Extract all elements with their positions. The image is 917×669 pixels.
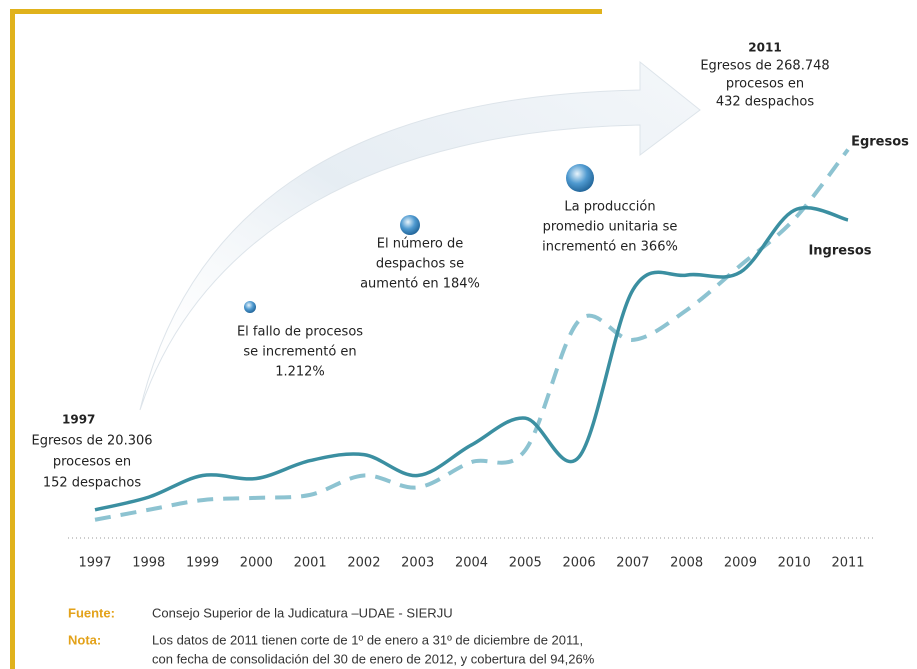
annotation-text: incrementó en 366% — [542, 240, 678, 255]
annotation-text: Egresos de 20.306 — [31, 434, 152, 449]
growth-arrow — [139, 60, 701, 411]
bubble — [244, 301, 256, 313]
frame-top — [10, 9, 602, 14]
x-tick-label: 2003 — [401, 556, 434, 571]
annotation-text: 1.212% — [275, 365, 325, 380]
note-text: Los datos de 2011 tienen corte de 1º de … — [152, 632, 583, 647]
annotation-text: procesos en — [53, 455, 131, 470]
x-tick-label: 1997 — [78, 556, 111, 571]
annotation-text: El número de — [377, 237, 464, 252]
bubble — [400, 215, 420, 235]
series-line — [94, 148, 850, 522]
x-tick-label: 2002 — [347, 556, 380, 571]
x-tick-label: 2011 — [831, 556, 864, 571]
source-label: Fuente: — [68, 605, 115, 620]
bubble — [566, 164, 594, 192]
annotation-title: 1997 — [62, 413, 95, 427]
annotation-text: procesos en — [726, 77, 804, 92]
x-tick-label: 2005 — [509, 556, 542, 571]
x-tick-label: 2001 — [294, 556, 327, 571]
note-label: Nota: — [68, 632, 101, 647]
annotation-text: aumentó en 184% — [360, 277, 480, 292]
x-tick-label: 2000 — [240, 556, 273, 571]
x-tick-label: 2004 — [455, 556, 488, 571]
annotation-text: 432 despachos — [716, 95, 815, 110]
annotation-text: La producción — [564, 200, 655, 215]
annotation-text: Egresos de 268.748 — [700, 59, 829, 74]
x-tick-label: 1998 — [132, 556, 165, 571]
x-tick-label: 2010 — [778, 556, 811, 571]
source-text: Consejo Superior de la Judicatura –UDAE … — [152, 605, 453, 620]
x-tick-label: 1999 — [186, 556, 219, 571]
note-text: con fecha de consolidación del 30 de ene… — [152, 651, 595, 666]
annotation-text: promedio unitaria se — [543, 220, 678, 235]
x-tick-label: 2008 — [670, 556, 703, 571]
x-tick-label: 2007 — [616, 556, 649, 571]
series-label: Egresos — [851, 135, 909, 150]
annotation-text: 152 despachos — [43, 476, 142, 491]
x-tick-label: 2006 — [563, 556, 596, 571]
x-tick-label: 2009 — [724, 556, 757, 571]
series-label: Ingresos — [808, 244, 871, 259]
series-line — [94, 206, 849, 512]
frame-left — [10, 9, 15, 669]
annotation-text: despachos se — [376, 257, 464, 272]
annotation-title: 2011 — [748, 41, 781, 55]
annotation-text: se incrementó en — [243, 345, 356, 360]
annotation-text: El fallo de procesos — [237, 325, 363, 340]
